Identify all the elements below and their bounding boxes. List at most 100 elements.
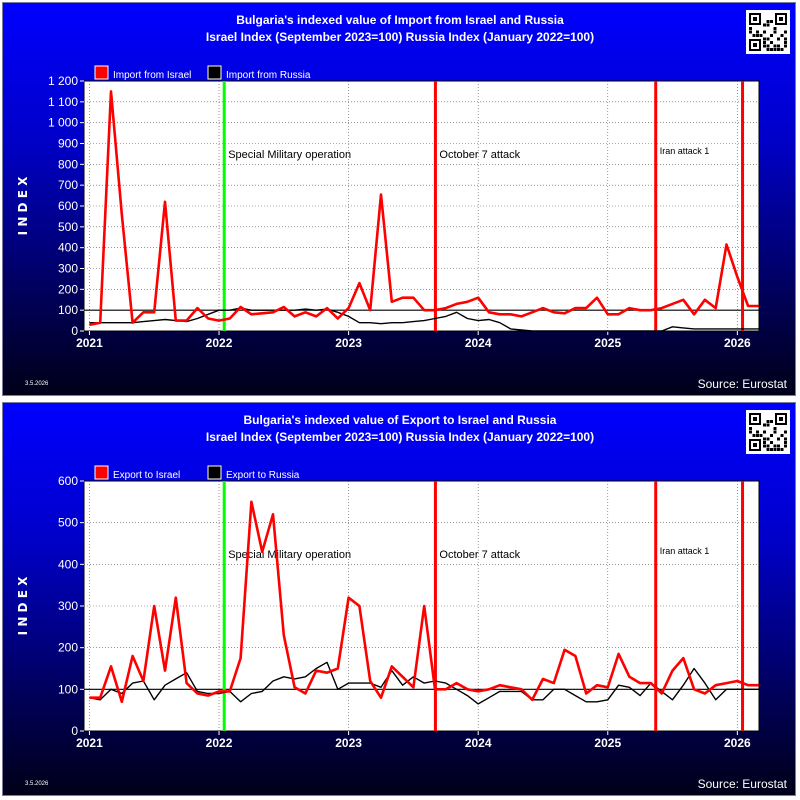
qr-module	[766, 37, 770, 41]
qr-module	[777, 448, 780, 451]
plot-area	[83, 80, 760, 332]
qr-module	[766, 448, 770, 451]
qr-module	[759, 434, 763, 437]
chart-title: Bulgaria's indexed value of Import from …	[236, 13, 564, 27]
qr-finder	[753, 17, 757, 21]
event-label: Iran attack 1	[660, 146, 710, 156]
legend-swatch	[94, 465, 109, 480]
qr-module	[752, 434, 756, 437]
legend-label: Export to Russia	[226, 470, 300, 481]
chart-subtitle: Israel Index (September 2023=100) Russia…	[205, 430, 595, 444]
legend-swatch	[94, 65, 109, 80]
qr-module	[777, 37, 780, 41]
event-label: Special Military operation	[228, 549, 351, 561]
y-tick-label: 1 100	[48, 95, 78, 109]
y-tick-label: 300	[58, 599, 78, 613]
y-tick-label: 1 000	[48, 116, 78, 130]
x-tick-label: 2025	[594, 336, 621, 350]
series-line-russia	[89, 307, 759, 332]
qr-module	[773, 430, 777, 434]
qr-module	[749, 430, 752, 434]
legend-label: Import from Israel	[113, 70, 191, 81]
qr-module	[766, 444, 770, 448]
qr-module	[763, 444, 766, 448]
import-chart-panel: Bulgaria's indexed value of Import from …	[2, 2, 796, 396]
legend-label: Import from Russia	[226, 70, 311, 81]
qr-module	[763, 44, 766, 48]
qr-module	[759, 34, 763, 37]
legend-swatch	[207, 65, 222, 80]
x-tick-label: 2022	[206, 736, 233, 750]
legend-swatch	[207, 465, 222, 480]
y-tick-label: 600	[58, 474, 78, 488]
qr-module	[770, 41, 773, 44]
qr-code-icon	[746, 10, 790, 54]
event-label: October 7 attack	[439, 149, 520, 161]
y-tick-label: 1 200	[48, 74, 78, 88]
qr-module	[773, 448, 777, 451]
qr-module	[770, 448, 773, 451]
x-tick-label: 2023	[335, 336, 362, 350]
qr-module	[752, 34, 756, 37]
y-tick-label: 500	[58, 516, 78, 530]
qr-module	[763, 23, 766, 27]
x-tick-label: 2022	[206, 336, 233, 350]
y-tick-label: 900	[58, 137, 78, 151]
y-tick-label: 700	[58, 178, 78, 192]
qr-module	[784, 41, 787, 44]
qr-module	[766, 44, 770, 48]
qr-finder	[753, 43, 757, 47]
event-label: Special Military operation	[228, 149, 351, 161]
qr-module	[780, 34, 784, 37]
chart-date: 3.5.2026	[25, 781, 49, 787]
qr-module	[780, 48, 784, 51]
y-tick-label: 100	[58, 303, 78, 317]
qr-module	[766, 423, 770, 427]
qr-module	[766, 437, 770, 441]
qr-module	[763, 441, 766, 444]
qr-module	[773, 48, 777, 51]
qr-module	[780, 434, 784, 437]
y-axis-label: I N D E X	[16, 576, 30, 635]
y-tick-label: 300	[58, 262, 78, 276]
qr-module	[763, 41, 766, 44]
import-line-chart: 0 100 200 300 400 500 600 700 800 900 1 000 1 100 1 …	[16, 65, 760, 350]
qr-module	[749, 427, 752, 430]
chart-source: Source: Eurostat	[697, 777, 787, 791]
y-tick-label: 400	[58, 557, 78, 571]
qr-module	[773, 30, 777, 34]
qr-finder	[753, 417, 757, 421]
qr-module	[777, 48, 780, 51]
y-tick-label: 800	[58, 157, 78, 171]
y-tick-label: 0	[71, 324, 78, 338]
event-label: October 7 attack	[439, 549, 520, 561]
x-tick-label: 2024	[465, 336, 492, 350]
qr-module	[749, 30, 752, 34]
qr-module	[784, 444, 787, 448]
qr-module	[749, 27, 752, 30]
qr-module	[770, 34, 773, 37]
x-tick-label: 2025	[594, 736, 621, 750]
y-tick-label: 400	[58, 241, 78, 255]
qr-module	[773, 427, 777, 430]
qr-module	[777, 444, 780, 448]
series-line-israel	[89, 90, 759, 327]
qr-module	[763, 430, 766, 434]
event-label: Iran attack 1	[660, 546, 710, 556]
qr-module	[777, 44, 780, 48]
qr-finder	[753, 443, 757, 447]
y-axis-label: I N D E X	[16, 176, 30, 235]
qr-module	[766, 420, 770, 423]
qr-module	[784, 30, 787, 34]
qr-module	[763, 437, 766, 441]
y-tick-label: 100	[58, 682, 78, 696]
qr-module	[756, 430, 759, 434]
qr-module	[784, 44, 787, 48]
qr-module	[766, 48, 770, 51]
export-chart-panel: Bulgaria's indexed value of Export to Is…	[2, 402, 796, 796]
series-line-israel	[89, 500, 759, 704]
qr-module	[766, 20, 770, 23]
y-tick-label: 0	[71, 724, 78, 738]
qr-module	[763, 37, 766, 41]
qr-module	[756, 34, 759, 37]
